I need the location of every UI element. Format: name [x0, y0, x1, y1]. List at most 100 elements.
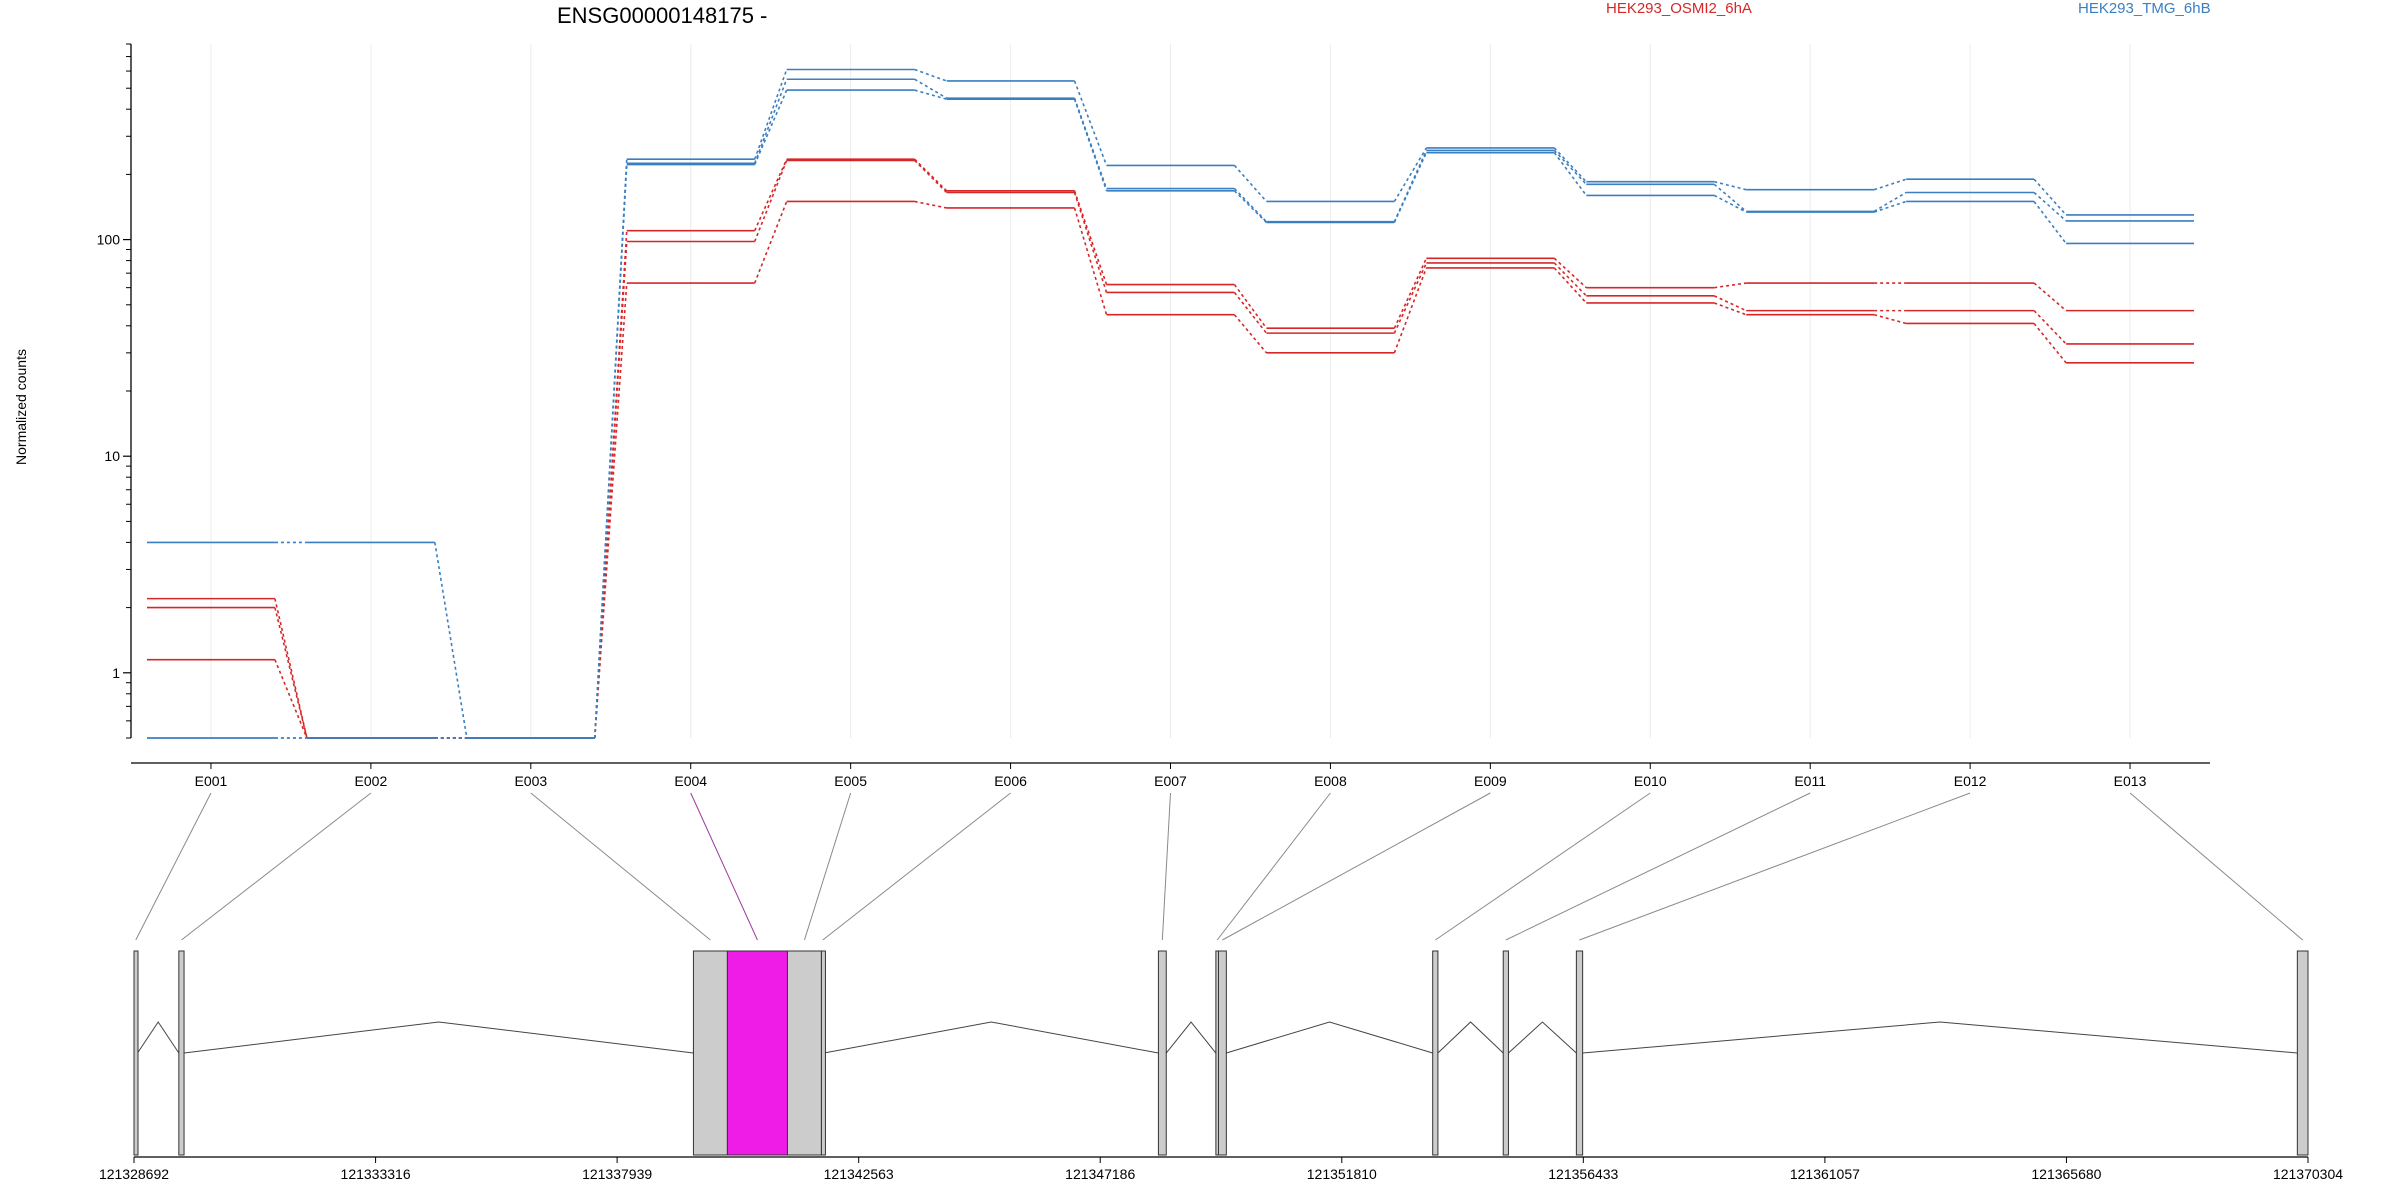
chart-title: ENSG00000148175 - — [557, 3, 767, 28]
series-connector — [1393, 147, 1428, 202]
y-axis: 1 10 100 — [97, 43, 132, 739]
exon-block-E012 — [1575, 950, 1584, 1156]
intron-line — [183, 1021, 694, 1054]
intron-line — [1582, 1021, 2298, 1054]
series-connector — [2033, 322, 2067, 364]
exon-connector-E009 — [1222, 792, 1491, 941]
gene-model — [133, 950, 2309, 1156]
exon-connector-E008 — [1216, 792, 1331, 941]
series-connector — [753, 160, 788, 242]
y-tick-label: 100 — [97, 232, 121, 248]
series-connector — [1393, 257, 1428, 329]
series-HEK293_OSMI2_6hA-1 — [146, 159, 2195, 739]
series-connector — [1714, 282, 1747, 289]
exon-block-E007 — [1157, 950, 1167, 1156]
genomic-tick-label: 121356433 — [1548, 1166, 1618, 1182]
series-connector — [914, 158, 948, 192]
series-connector — [1873, 191, 1907, 213]
series-connector — [593, 283, 628, 739]
genomic-tick-label: 121351810 — [1307, 1166, 1377, 1182]
legend-label-osmi2: HEK293_OSMI2_6hA — [1606, 0, 1752, 17]
gridlines — [210, 44, 2131, 738]
exon-block-E001 — [133, 950, 139, 1156]
series-connector — [1553, 267, 1587, 304]
series-connector — [1553, 257, 1587, 289]
y-tick-label: 10 — [104, 448, 120, 464]
x-tick-label: E001 — [195, 773, 228, 789]
exon-connector-E007 — [1161, 792, 1171, 941]
series-connector — [914, 159, 948, 194]
series-connector — [2033, 191, 2067, 222]
x-tick-label: E002 — [355, 773, 388, 789]
series-connector — [2033, 200, 2067, 244]
x-tick-label: E011 — [1794, 773, 1826, 789]
exon-connector-E013 — [2129, 792, 2303, 941]
exon-connector-E012 — [1579, 792, 1971, 941]
x-tick-label: E007 — [1154, 773, 1187, 789]
exon-block-E002 — [178, 950, 185, 1156]
series-connector — [1073, 80, 1108, 166]
series-connector — [274, 659, 308, 739]
x-tick-label: E008 — [1314, 773, 1347, 789]
series-connector — [1073, 207, 1108, 315]
x-tick-label: E012 — [1954, 773, 1987, 789]
genomic-tick-label: 121342563 — [824, 1166, 894, 1182]
series-connector — [1393, 262, 1428, 334]
intron-line — [137, 1021, 180, 1054]
series-connector — [274, 607, 308, 739]
exon-connector-E004 — [690, 792, 758, 941]
series-connector — [753, 78, 788, 164]
series-connector — [1553, 152, 1587, 196]
genomic-coordinate-axis: 121328692 121333316 121337939 121342563 1213… — [99, 1156, 2343, 1182]
series-connector — [1393, 267, 1428, 354]
exon-block-E009 — [1217, 950, 1227, 1156]
genomic-tick-label: 121347186 — [1065, 1166, 1135, 1182]
series-connector — [1713, 295, 1747, 312]
intron-line — [1508, 1021, 1577, 1054]
x-tick-label: E005 — [834, 773, 867, 789]
series-connector — [1233, 291, 1268, 334]
genomic-tick-label: 121333316 — [341, 1166, 411, 1182]
series-connector — [1873, 200, 1907, 213]
series-connector — [1233, 314, 1268, 354]
x-tick-label: E006 — [994, 773, 1027, 789]
exon-block-E006 — [820, 950, 826, 1156]
exon-connector-E002 — [181, 792, 372, 941]
series-connector — [1073, 98, 1108, 192]
y-axis-label: Normalized counts — [13, 349, 29, 465]
series-connector — [753, 89, 788, 165]
series-connector — [1553, 262, 1587, 297]
series-connector — [1553, 149, 1587, 185]
exon-connector-lines — [135, 792, 2303, 941]
series-connector — [1553, 147, 1587, 183]
x-axis: E001 E002 E003 E004 E005 E006 E007 E008 E009 E010… — [131, 762, 2210, 789]
intron-line — [1437, 1021, 1504, 1054]
exon-connector-E003 — [530, 792, 711, 941]
series-connector — [1873, 313, 1907, 325]
intron-line — [1226, 1021, 1433, 1054]
series-connector — [434, 542, 468, 739]
genomic-tick-label: 121328692 — [99, 1166, 169, 1182]
exon-block-E010 — [1432, 950, 1439, 1156]
exon-block-E004 — [726, 950, 788, 1156]
series-connector — [1713, 183, 1747, 212]
exon-connector-E011 — [1505, 792, 1811, 941]
y-tick-label: 1 — [112, 665, 120, 681]
series-connector — [2033, 310, 2067, 345]
exon-block-E013 — [2296, 950, 2309, 1156]
exon-block-E005 — [786, 950, 822, 1156]
genomic-tick-label: 121361057 — [1790, 1166, 1860, 1182]
series-connector — [274, 598, 308, 739]
x-tick-label: E013 — [2114, 773, 2147, 789]
exon-block-E011 — [1502, 950, 1509, 1156]
genomic-tick-label: 121370304 — [2273, 1166, 2343, 1182]
series-connector — [1393, 152, 1428, 223]
series-connector — [593, 241, 628, 739]
x-tick-label: E004 — [674, 773, 707, 789]
series-connector — [753, 201, 788, 284]
series-connector — [914, 200, 947, 209]
intron-line — [823, 1021, 1159, 1054]
exon-connector-E006 — [822, 792, 1011, 941]
exon-connector-E010 — [1435, 792, 1651, 941]
